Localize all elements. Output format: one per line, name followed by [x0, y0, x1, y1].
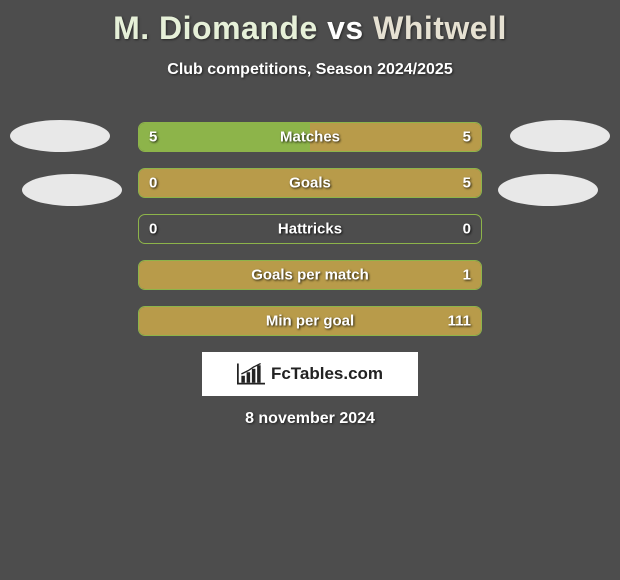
stat-row: 55Matches	[138, 122, 482, 152]
comparison-title: M. Diomande vs Whitwell	[0, 0, 620, 47]
chart-icon	[237, 363, 265, 385]
stat-row: 00Hattricks	[138, 214, 482, 244]
stat-label: Goals	[139, 175, 481, 192]
subtitle: Club competitions, Season 2024/2025	[0, 61, 620, 79]
player1-photo-placeholder-bottom	[22, 174, 122, 206]
player2-photo-placeholder-bottom	[498, 174, 598, 206]
stats-container: 55Matches 05Goals 00Hattricks 1Goals per ma…	[138, 122, 482, 352]
stat-label: Hattricks	[139, 221, 481, 238]
player2-photo-placeholder-top	[510, 120, 610, 152]
stat-label: Goals per match	[139, 267, 481, 284]
stat-row: 05Goals	[138, 168, 482, 198]
stat-row: 1Goals per match	[138, 260, 482, 290]
logo-text: FcTables.com	[271, 364, 383, 384]
fctables-logo[interactable]: FcTables.com	[202, 352, 418, 396]
stat-label: Min per goal	[139, 313, 481, 330]
vs-text: vs	[327, 10, 364, 46]
player1-photo-placeholder-top	[10, 120, 110, 152]
stat-row: 111Min per goal	[138, 306, 482, 336]
date-label: 8 november 2024	[0, 410, 620, 428]
player2-name: Whitwell	[373, 10, 507, 46]
player1-name: M. Diomande	[113, 10, 318, 46]
stat-label: Matches	[139, 129, 481, 146]
